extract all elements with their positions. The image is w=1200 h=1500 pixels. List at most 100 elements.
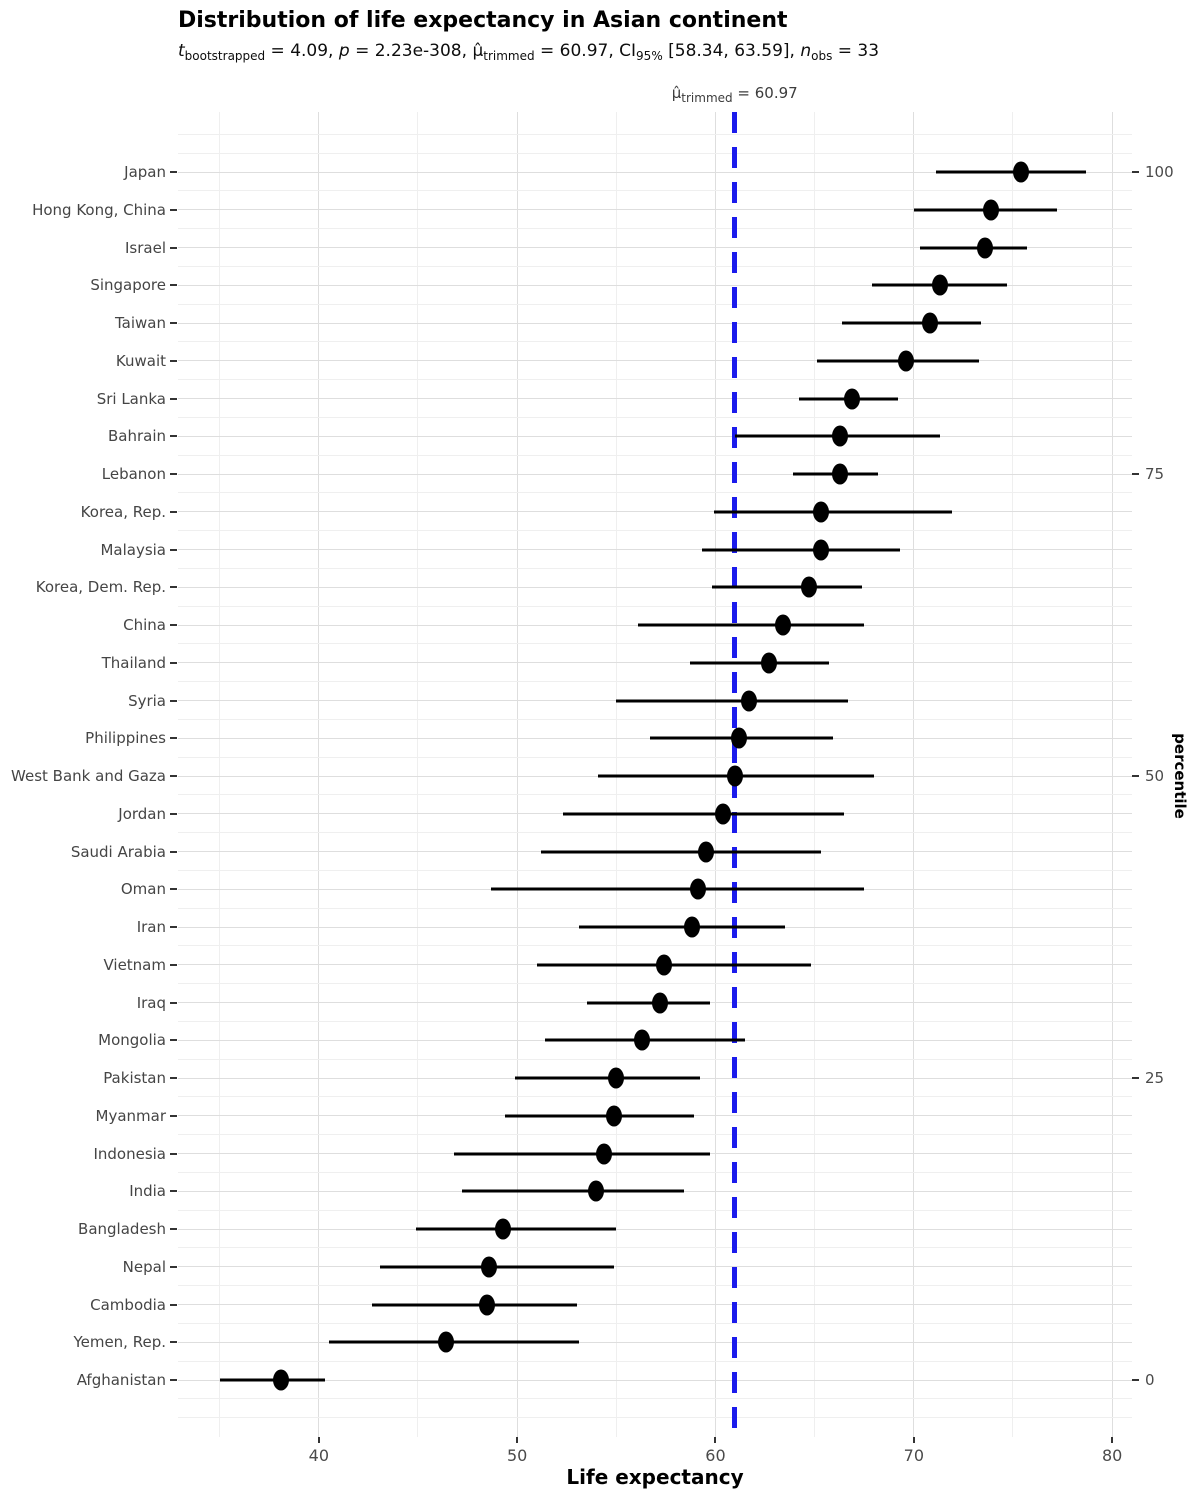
gridline-y-minor <box>178 945 1132 947</box>
error-bar <box>919 246 1027 249</box>
gridline-y-minor <box>178 379 1132 381</box>
y-tick <box>170 322 177 324</box>
error-bar <box>935 170 1087 174</box>
x-tick <box>1111 1437 1114 1443</box>
gridline-y-minor <box>178 1134 1132 1136</box>
y-tick <box>170 963 177 966</box>
gridline-x-minor <box>219 112 221 1437</box>
gridline-y-major <box>178 398 1132 399</box>
country-label: Lebanon <box>101 465 166 483</box>
point-estimate <box>931 274 948 296</box>
y-tick <box>170 1190 177 1193</box>
country-label: Saudi Arabia <box>70 842 166 861</box>
y-tick <box>170 926 177 928</box>
gridline-y-minor <box>178 567 1132 569</box>
gridline-y-minor <box>178 1020 1132 1022</box>
gridline-y-major <box>178 1228 1132 1230</box>
percentile-tick-label: 75 <box>1145 465 1165 483</box>
error-bar <box>713 510 952 514</box>
x-tick-label: 80 <box>1101 1446 1123 1465</box>
gridline-y-minor <box>178 133 1132 135</box>
error-bar <box>372 1303 577 1306</box>
y-tick <box>170 397 177 400</box>
error-bar <box>701 548 900 551</box>
y-tick <box>170 510 177 513</box>
point-estimate <box>921 312 938 334</box>
country-label: Bangladesh <box>78 1220 166 1238</box>
gridline-y-minor <box>178 341 1132 343</box>
gridline-y-minor <box>178 1398 1132 1400</box>
point-estimate <box>844 388 861 409</box>
y-tick <box>170 284 177 287</box>
y-tick <box>170 888 177 891</box>
gridline-y-minor <box>178 190 1132 192</box>
gridline-y-minor <box>178 1285 1132 1287</box>
country-label: Yemen, Rep. <box>73 1333 166 1352</box>
gridline-x-major <box>913 112 915 1437</box>
gridline-x-major <box>318 112 320 1437</box>
point-estimate <box>608 1067 625 1089</box>
y-tick <box>170 473 177 475</box>
chart-subtitle: tbootstrapped = 4.09, p = 2.23e-308, μ̂t… <box>178 41 880 63</box>
country-label: Vietnam <box>103 955 166 974</box>
gridline-y-minor <box>178 1360 1132 1362</box>
point-estimate <box>727 765 744 787</box>
point-estimate <box>697 841 714 862</box>
error-bar <box>616 699 849 702</box>
point-estimate <box>481 1256 498 1278</box>
gridline-y-major <box>178 247 1132 248</box>
y2-tick <box>1132 171 1139 173</box>
gridline-y-minor <box>178 265 1132 267</box>
ref-line-annotation: μ̂trimmed = 60.97 <box>671 84 798 105</box>
gridline-y-minor <box>178 756 1132 758</box>
error-bar <box>540 850 821 853</box>
y-tick <box>170 359 177 362</box>
gridline-y-major <box>178 586 1132 588</box>
country-label: Pakistan <box>103 1069 166 1087</box>
country-label: Hong Kong, China <box>32 200 166 219</box>
y-tick <box>170 1039 177 1042</box>
country-label: Philippines <box>85 729 166 748</box>
y2-tick <box>1132 1077 1139 1079</box>
error-bar <box>505 1114 694 1118</box>
gridline-y-minor <box>178 530 1132 532</box>
gridline-y-minor <box>178 718 1132 720</box>
point-estimate <box>606 1105 623 1127</box>
y-tick <box>170 1077 177 1079</box>
gridline-y-major <box>178 171 1132 173</box>
point-estimate <box>761 652 778 674</box>
gridline-y-minor <box>178 1171 1132 1173</box>
country-label: Sri Lanka <box>96 389 166 408</box>
error-bar <box>453 1152 710 1155</box>
gridline-y-minor <box>178 907 1132 909</box>
country-label: China <box>123 616 166 634</box>
country-label: Syria <box>128 691 166 710</box>
y-tick <box>170 1265 177 1268</box>
error-bar <box>689 661 829 665</box>
country-label: Cambodia <box>90 1295 166 1314</box>
y-tick <box>170 1379 177 1381</box>
country-label: Nepal <box>122 1257 166 1276</box>
error-bar <box>842 321 982 325</box>
point-estimate <box>741 690 758 711</box>
point-estimate <box>689 878 706 900</box>
point-estimate <box>655 954 672 976</box>
gridline-y-minor <box>178 605 1132 607</box>
y-tick <box>170 1341 177 1344</box>
point-estimate <box>731 727 748 749</box>
gridline-y-major <box>178 473 1132 475</box>
point-estimate <box>715 803 732 825</box>
y-tick <box>170 548 177 551</box>
y-tick <box>170 850 177 853</box>
gridline-y-major <box>178 1266 1132 1268</box>
y2-tick <box>1132 1379 1139 1381</box>
gridline-x-minor <box>1012 112 1014 1437</box>
percentile-tick-label: 100 <box>1145 163 1174 181</box>
y2-tick <box>1132 775 1139 777</box>
error-bar <box>515 1076 700 1080</box>
gridline-x-minor <box>417 112 419 1437</box>
error-bar <box>638 623 865 627</box>
point-estimate <box>273 1369 290 1391</box>
y-tick <box>170 1114 177 1117</box>
